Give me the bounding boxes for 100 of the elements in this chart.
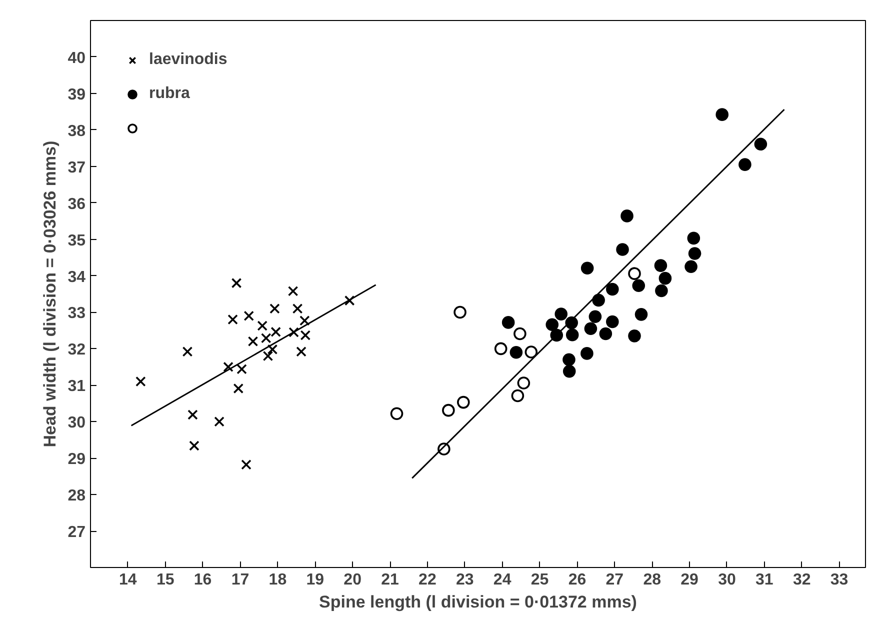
point bbox=[584, 322, 598, 336]
point bbox=[270, 326, 281, 338]
point bbox=[442, 404, 455, 417]
point bbox=[136, 376, 146, 387]
point bbox=[606, 315, 619, 328]
x-tick-label: 24 bbox=[493, 572, 512, 588]
legend-label: laevinodis bbox=[149, 51, 228, 69]
y-tick-label: 39 bbox=[68, 86, 86, 104]
point bbox=[588, 310, 602, 323]
y-tick-label: 27 bbox=[68, 524, 86, 542]
x-tick-label: 15 bbox=[156, 572, 174, 588]
point bbox=[502, 316, 515, 329]
point bbox=[599, 327, 612, 340]
y-tick-label: 29 bbox=[68, 451, 86, 468]
point bbox=[517, 376, 530, 390]
x-tick-label: 26 bbox=[568, 572, 586, 588]
y-tick-label: 33 bbox=[68, 305, 86, 322]
y-axis-title: Head width (l division = 0·03026 mms) bbox=[40, 140, 60, 448]
y-tick-label: 34 bbox=[68, 268, 86, 286]
point bbox=[716, 108, 729, 121]
point bbox=[344, 295, 355, 306]
point bbox=[233, 383, 244, 394]
y-tick-label: 37 bbox=[68, 159, 86, 176]
y-tick-label: 30 bbox=[68, 414, 86, 432]
x-tick-label: 16 bbox=[194, 572, 212, 588]
point bbox=[688, 247, 702, 260]
point bbox=[616, 243, 629, 256]
y-tick-label: 28 bbox=[68, 488, 86, 505]
point bbox=[260, 332, 272, 344]
point bbox=[620, 210, 634, 222]
x-tick-label: 27 bbox=[606, 572, 624, 588]
point bbox=[738, 158, 752, 171]
point bbox=[300, 315, 310, 326]
x-tick-label: 32 bbox=[792, 572, 811, 588]
x-tick-label: 17 bbox=[231, 572, 250, 588]
point bbox=[188, 410, 198, 420]
point bbox=[257, 320, 268, 331]
point bbox=[288, 327, 299, 338]
x-tick-label: 25 bbox=[530, 572, 549, 588]
x-tick-label: 22 bbox=[418, 572, 436, 588]
point bbox=[687, 232, 700, 245]
point bbox=[270, 303, 280, 314]
point bbox=[684, 260, 698, 274]
point bbox=[390, 407, 404, 420]
y-tick-label: 35 bbox=[68, 232, 86, 250]
x-tick-label: 18 bbox=[268, 572, 287, 588]
point bbox=[554, 308, 568, 320]
point bbox=[182, 346, 193, 357]
x-tick-label: 28 bbox=[643, 572, 662, 588]
point bbox=[580, 262, 594, 274]
point bbox=[457, 396, 470, 409]
point bbox=[300, 330, 311, 340]
point bbox=[244, 310, 254, 322]
point bbox=[510, 346, 523, 359]
y-tick-label: 38 bbox=[68, 122, 86, 140]
point bbox=[262, 350, 274, 362]
point bbox=[267, 344, 278, 355]
x-axis-title: Spine length (l division = 0·01372 mms) bbox=[319, 592, 637, 612]
x-tick-label: 29 bbox=[680, 572, 699, 588]
point bbox=[655, 284, 668, 298]
point bbox=[634, 308, 648, 321]
point bbox=[228, 314, 238, 325]
point bbox=[511, 389, 524, 402]
point bbox=[494, 342, 508, 356]
y-tick-label: 31 bbox=[68, 378, 86, 396]
point bbox=[241, 460, 252, 470]
point bbox=[288, 286, 298, 296]
point bbox=[658, 272, 672, 285]
point bbox=[580, 347, 594, 360]
point bbox=[296, 346, 306, 357]
x-tick-label: 33 bbox=[830, 572, 848, 588]
point bbox=[628, 330, 641, 342]
point bbox=[214, 416, 224, 427]
point bbox=[292, 303, 303, 314]
point bbox=[754, 138, 768, 151]
x-tick-label: 14 bbox=[119, 572, 137, 588]
legend-label: rubra bbox=[149, 85, 190, 103]
y-tick-label: 36 bbox=[68, 196, 86, 213]
point bbox=[606, 282, 619, 296]
point bbox=[454, 306, 466, 319]
point bbox=[524, 346, 538, 358]
x-tick-label: 19 bbox=[306, 572, 324, 588]
x-tick-label: 21 bbox=[381, 572, 400, 588]
point bbox=[566, 328, 579, 342]
point bbox=[628, 267, 641, 280]
point bbox=[592, 294, 605, 307]
point bbox=[514, 327, 526, 340]
point bbox=[546, 318, 559, 332]
x-tick-label: 23 bbox=[456, 572, 474, 588]
point bbox=[231, 278, 242, 288]
x-tick-label: 31 bbox=[756, 572, 774, 588]
point bbox=[189, 440, 200, 451]
point bbox=[248, 336, 258, 347]
point bbox=[562, 364, 576, 378]
point bbox=[562, 353, 576, 366]
y-tick-label: 32 bbox=[68, 342, 86, 359]
x-tick-label: 30 bbox=[718, 572, 736, 588]
point bbox=[223, 362, 234, 372]
point bbox=[632, 279, 646, 292]
x-tick-label: 20 bbox=[344, 572, 362, 588]
